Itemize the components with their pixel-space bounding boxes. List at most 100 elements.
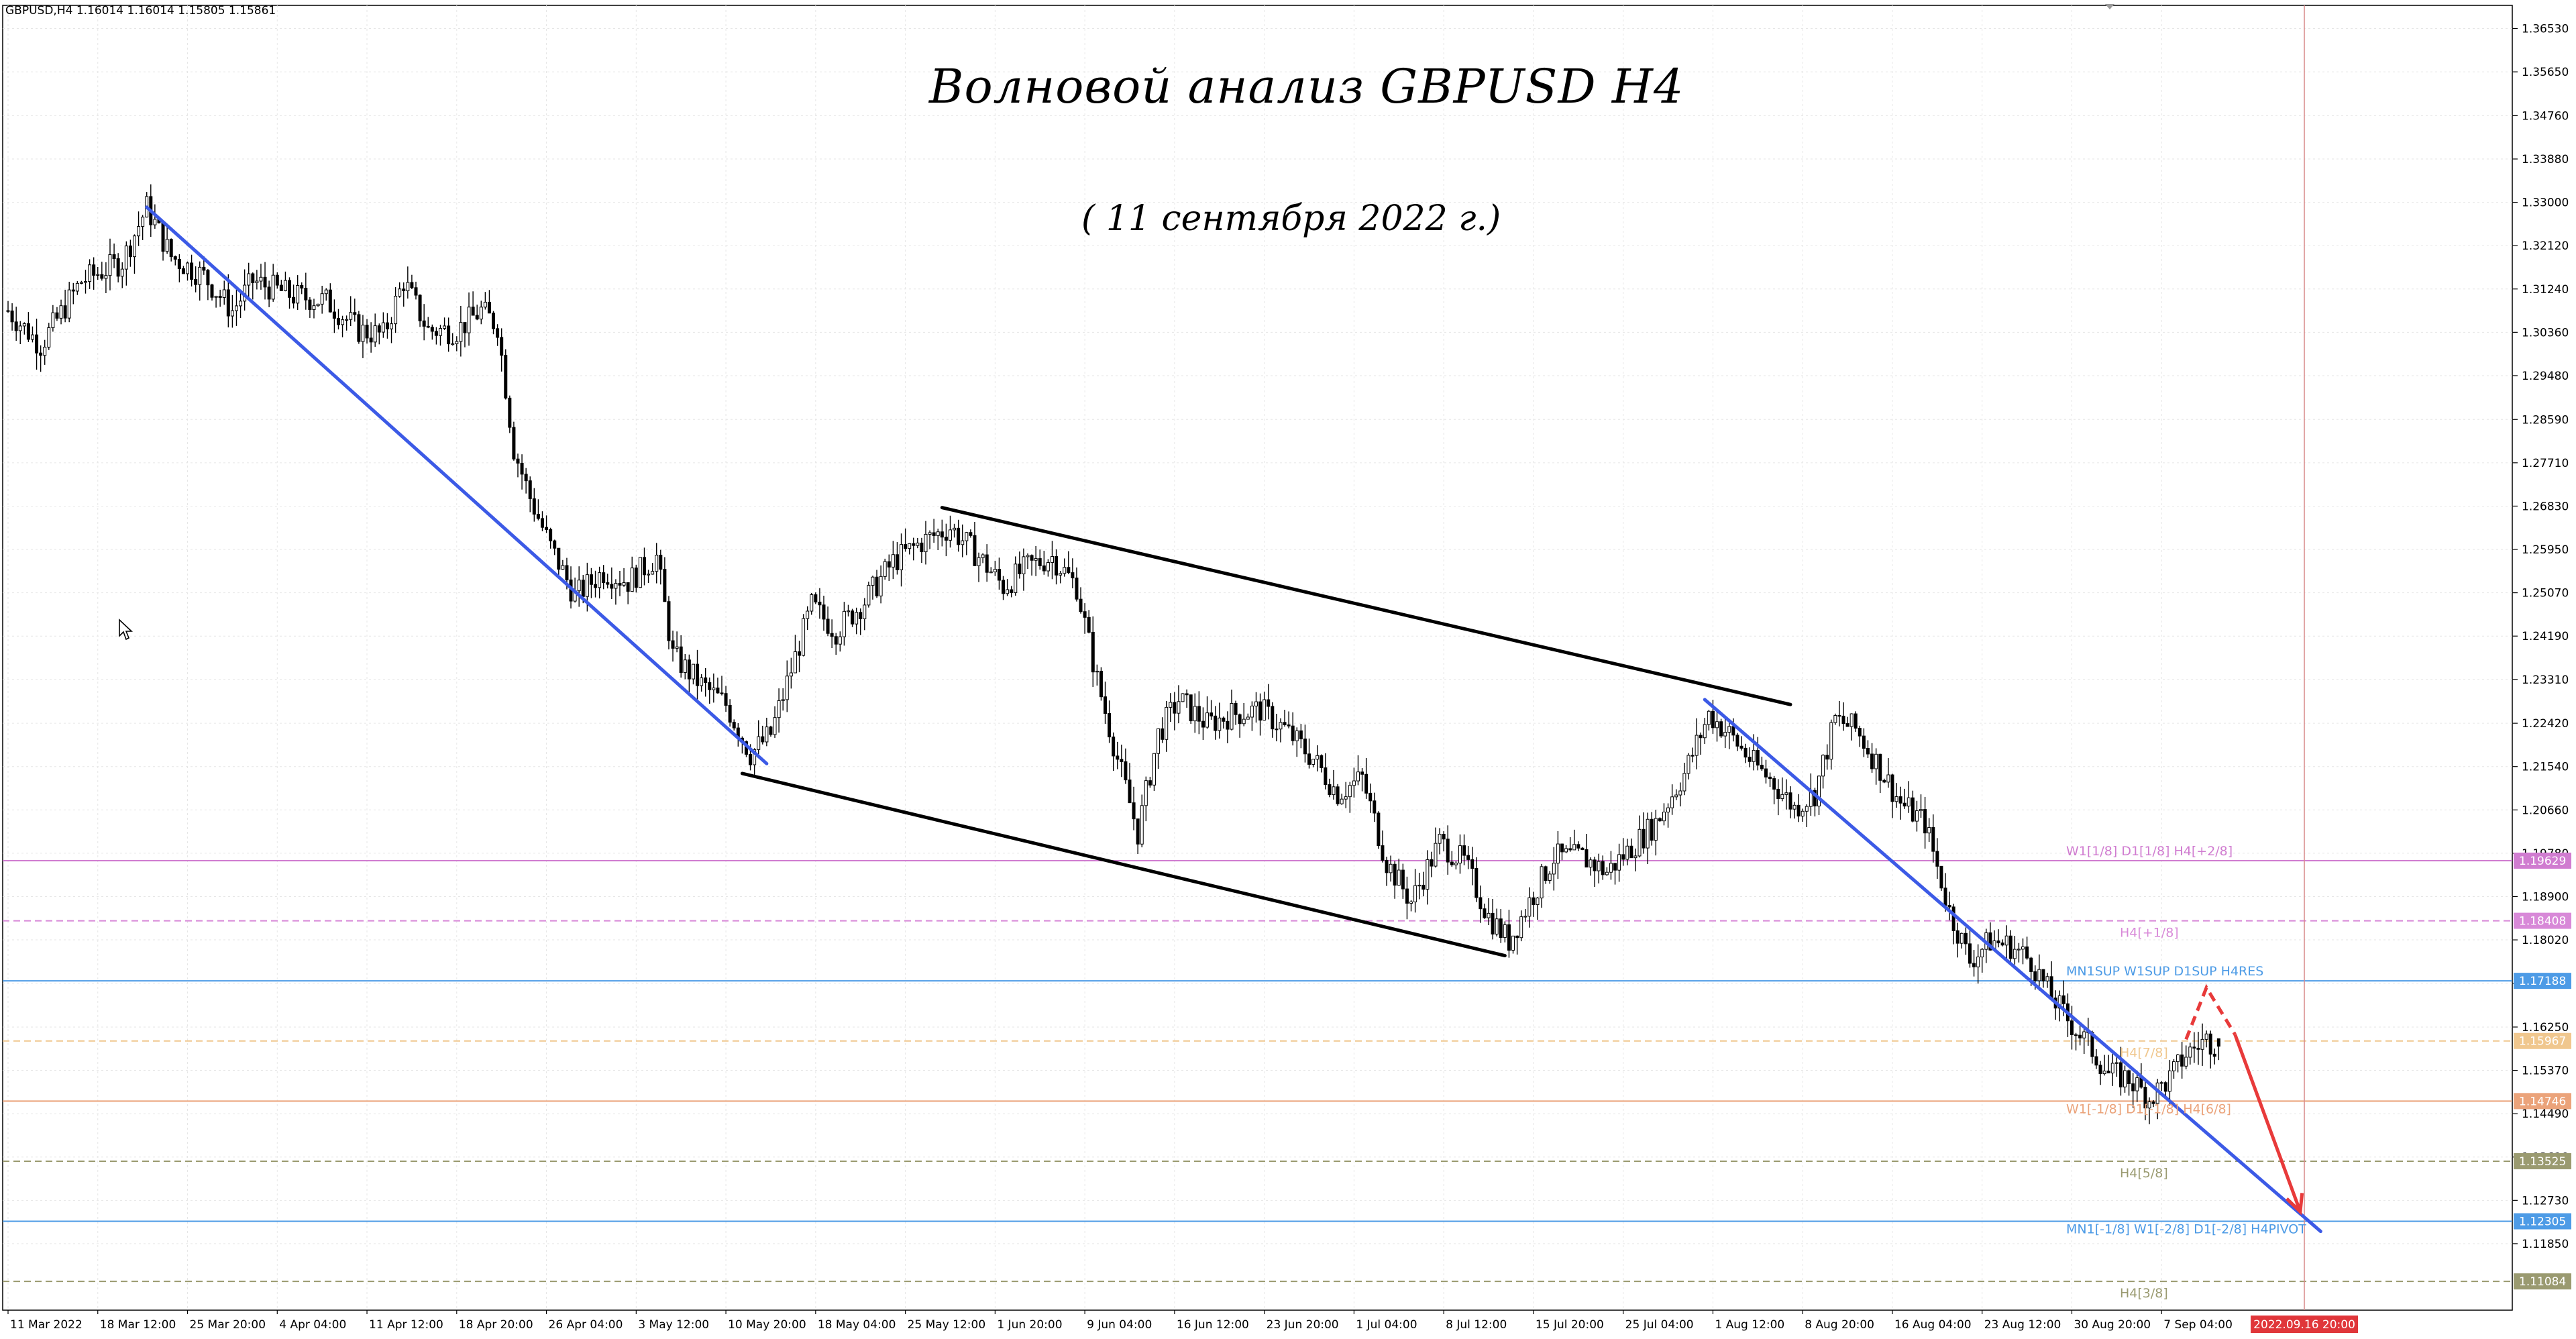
candle-body (532, 498, 536, 515)
time-tick-label: 3 May 12:00 (638, 1318, 709, 1332)
candle-body (96, 274, 100, 276)
candle-body (422, 320, 426, 327)
candle-body (781, 699, 785, 701)
candle-body (1006, 589, 1010, 594)
chart-title-annotation[interactable]: Волновой анализ GBPUSD H4 (929, 59, 1684, 114)
candle-body (1246, 716, 1250, 720)
candle-body (904, 544, 908, 549)
level-labels: W1[1/8] D1[1/8] H4[+2/8] H4[+1/8] MN1SUP W… (2066, 844, 2306, 1301)
candle-body (108, 254, 112, 276)
candle-body (508, 397, 512, 428)
candle-body (332, 311, 336, 319)
price-tick-label: 1.29480 (2522, 370, 2569, 383)
candle-body (1874, 753, 1878, 769)
candle-body (1279, 722, 1283, 730)
candle-body (1813, 790, 1817, 807)
candle-body (1018, 564, 1022, 574)
candle-body (602, 572, 606, 584)
candle-body (671, 640, 675, 649)
candle-body (867, 585, 871, 606)
candle-body (1226, 720, 1230, 730)
time-tick-label: 8 Jul 12:00 (1446, 1318, 1507, 1332)
candle-body (226, 289, 230, 317)
candle-body (1332, 786, 1336, 796)
candle-body (349, 312, 353, 320)
candle-body (1686, 755, 1690, 774)
candle-body (1625, 845, 1629, 860)
candle-body (985, 554, 989, 573)
candle-body (1405, 888, 1409, 904)
price-tick-label: 1.14490 (2522, 1108, 2569, 1121)
candle-body (263, 276, 267, 288)
candle-body (394, 295, 398, 325)
candle-body (10, 310, 14, 323)
candle-body (1829, 722, 1833, 760)
candle-body (1947, 905, 1951, 908)
candle-body (2012, 949, 2017, 959)
candle-body (1385, 859, 1389, 873)
candle-body (1487, 912, 1491, 918)
candle-body (1075, 578, 1079, 600)
candle-body (618, 583, 622, 586)
candle-body (565, 565, 569, 580)
candle-body (1939, 865, 1943, 889)
candle-body (2147, 1101, 2151, 1109)
candle-body (1678, 790, 1682, 796)
candle-body (88, 264, 92, 282)
candle-body (1955, 930, 1960, 944)
candle-body (806, 610, 810, 619)
candle-body (132, 235, 136, 258)
candle-body (2135, 1077, 2139, 1091)
candle-body (1470, 859, 1474, 869)
candle-body (402, 288, 406, 291)
candle-body (1214, 715, 1218, 731)
candle-body (104, 275, 108, 279)
candle-body (2008, 935, 2012, 959)
candle-body (51, 312, 55, 328)
candle-body (169, 239, 173, 258)
candle-body (887, 561, 891, 568)
candle-body (561, 565, 565, 570)
candle-body (1695, 735, 1699, 756)
candle-body (361, 325, 365, 342)
candle-body (1976, 956, 1980, 967)
candle-body (1157, 728, 1161, 754)
candle-body (67, 289, 71, 319)
candle-body (2029, 957, 2033, 972)
candle-body (1727, 726, 1731, 733)
candle-body (202, 266, 206, 271)
candle-body (1336, 786, 1340, 804)
candle-body (761, 736, 765, 743)
candle-body (292, 297, 296, 304)
candle-body (1112, 737, 1116, 757)
candle-body (553, 540, 557, 549)
candle-body (1642, 828, 1646, 849)
trendline (940, 506, 1792, 706)
candle-body (418, 294, 422, 321)
candle-body (851, 610, 855, 625)
candle-body (1087, 617, 1091, 633)
candle-body (92, 264, 96, 276)
candle-body (304, 288, 308, 301)
candle-body (426, 325, 430, 328)
time-tick-label: 18 Apr 20:00 (459, 1318, 533, 1332)
candle-body (447, 325, 451, 345)
candle-body (1690, 755, 1695, 757)
price-tick-label: 1.20660 (2522, 804, 2569, 817)
candle-body (1287, 724, 1291, 727)
level-label: MN1[-1/8] W1[-2/8] D1[-2/8] H4PIVOT (2066, 1222, 2306, 1237)
candle-body (1409, 901, 1413, 904)
candle-body (1960, 932, 1964, 944)
level-label: H4[3/8] (2120, 1286, 2168, 1301)
candle-body (1556, 843, 1560, 864)
candle-body (863, 604, 867, 619)
candle-body (777, 700, 781, 718)
candle-body (467, 307, 471, 333)
candle-body (1532, 897, 1536, 905)
chart-date-annotation[interactable]: ( 11 сентября 2022 г.) (1081, 199, 1501, 239)
candle-body (1841, 715, 1845, 725)
candle-body (1674, 794, 1678, 798)
candle-body (251, 273, 255, 283)
